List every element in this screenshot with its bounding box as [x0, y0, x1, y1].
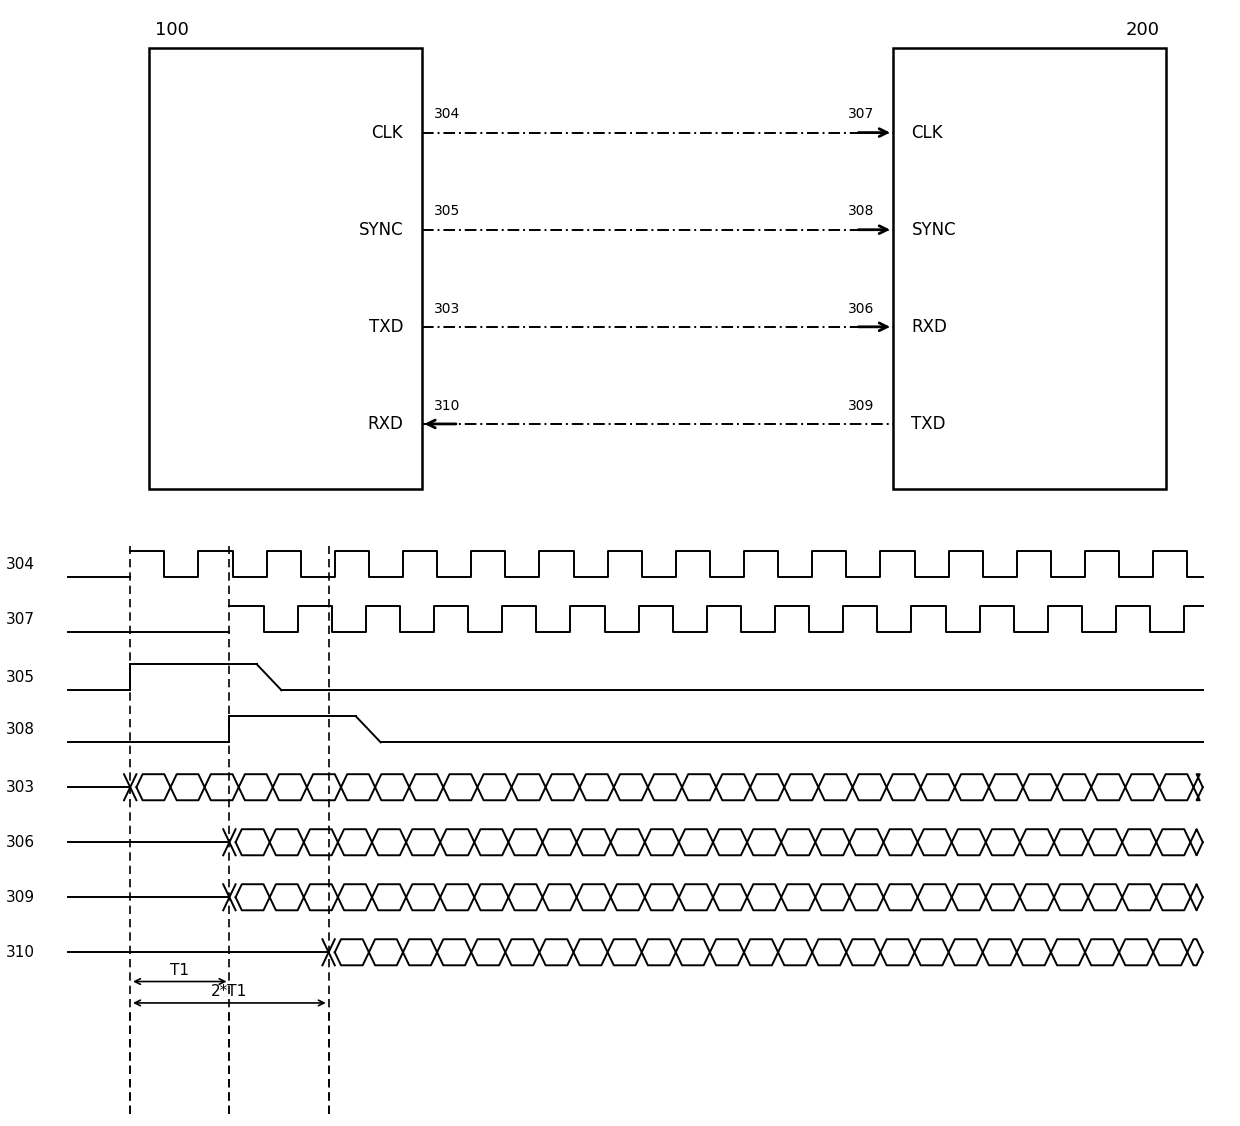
Text: 200: 200: [1126, 21, 1159, 39]
Text: RXD: RXD: [367, 415, 403, 432]
Text: 100: 100: [155, 21, 188, 39]
Text: RXD: RXD: [911, 318, 947, 336]
Text: TXD: TXD: [911, 415, 946, 432]
Text: CLK: CLK: [371, 124, 403, 142]
Text: 305: 305: [434, 205, 460, 218]
Text: 310: 310: [6, 945, 35, 959]
Bar: [893, 48, 1166, 489]
Text: 304: 304: [434, 107, 460, 122]
Text: 306: 306: [6, 834, 35, 850]
Text: TXD: TXD: [368, 318, 403, 336]
Text: 303: 303: [434, 302, 460, 315]
Text: 304: 304: [6, 556, 35, 572]
Text: 306: 306: [848, 302, 874, 315]
Text: 2*T1: 2*T1: [211, 984, 248, 999]
Text: 309: 309: [848, 399, 874, 413]
Bar: [149, 48, 422, 489]
Text: 309: 309: [6, 890, 35, 905]
Text: SYNC: SYNC: [358, 221, 403, 239]
Text: T1: T1: [170, 963, 190, 977]
Text: 303: 303: [6, 779, 35, 795]
Text: 305: 305: [6, 670, 35, 685]
Text: 308: 308: [848, 205, 874, 218]
Text: SYNC: SYNC: [911, 221, 956, 239]
Text: 308: 308: [6, 722, 35, 736]
Text: 310: 310: [434, 399, 460, 413]
Text: 307: 307: [6, 611, 35, 627]
Text: CLK: CLK: [911, 124, 944, 142]
Text: 307: 307: [848, 107, 874, 122]
